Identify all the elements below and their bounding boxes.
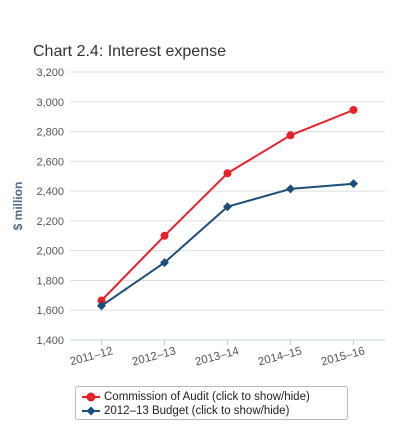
legend: Commission of Audit (click to show/hide)… — [75, 386, 348, 420]
data-point-circle — [97, 296, 106, 305]
data-point-diamond — [223, 202, 232, 212]
y-tick-label: 1,600 — [36, 305, 64, 317]
chart-title: Chart 2.4: Interest expense — [33, 43, 226, 60]
legend-label: Commission of Audit (click to show/hide) — [104, 391, 310, 403]
data-point-circle — [223, 169, 232, 178]
y-tick-label: 3,000 — [36, 97, 64, 109]
y-tick-label: 2,400 — [36, 186, 64, 198]
data-point-diamond — [97, 301, 106, 311]
x-tick-label: 2015–16 — [320, 345, 366, 368]
x-tick-label: 2014–15 — [257, 345, 303, 368]
data-point-diamond — [160, 258, 169, 268]
data-point-diamond — [349, 179, 358, 189]
legend-item-commission-of-audit[interactable]: Commission of Audit (click to show/hide) — [82, 390, 341, 404]
y-tick-label: 2,600 — [36, 156, 64, 168]
y-tick-label: 3,200 — [36, 67, 64, 79]
axes — [70, 339, 385, 345]
grid-lines — [70, 71, 385, 311]
diamond-marker-icon — [82, 406, 100, 416]
data-point-circle — [286, 131, 295, 140]
y-tick-label: 2,000 — [36, 246, 64, 258]
y-tick-labels: 1,400 1,600 1,800 2,000 2,200 2,400 2,600 2,800… — [36, 67, 64, 347]
x-tick-labels: 2011–12 2012–13 2013–14 2014–15 2015–16 — [69, 345, 367, 368]
series — [97, 105, 358, 311]
data-point-diamond — [286, 184, 295, 194]
data-point-circle — [160, 231, 169, 240]
y-tick-label: 2,200 — [36, 216, 64, 228]
y-axis-label: $ million — [11, 182, 25, 231]
y-tick-label: 1,400 — [36, 335, 64, 347]
y-tick-label: 1,800 — [36, 275, 64, 287]
x-tick-label: 2013–14 — [194, 345, 241, 368]
x-tick-label: 2011–12 — [69, 345, 115, 368]
circle-marker-icon — [82, 392, 100, 402]
x-tick-label: 2012–13 — [131, 345, 177, 368]
data-point-circle — [349, 105, 358, 114]
y-tick-label: 2,800 — [36, 127, 64, 139]
legend-label: 2012–13 Budget (click to show/hide) — [104, 405, 290, 417]
series-line-2 — [100, 182, 355, 307]
legend-item-budget[interactable]: 2012–13 Budget (click to show/hide) — [82, 404, 341, 418]
